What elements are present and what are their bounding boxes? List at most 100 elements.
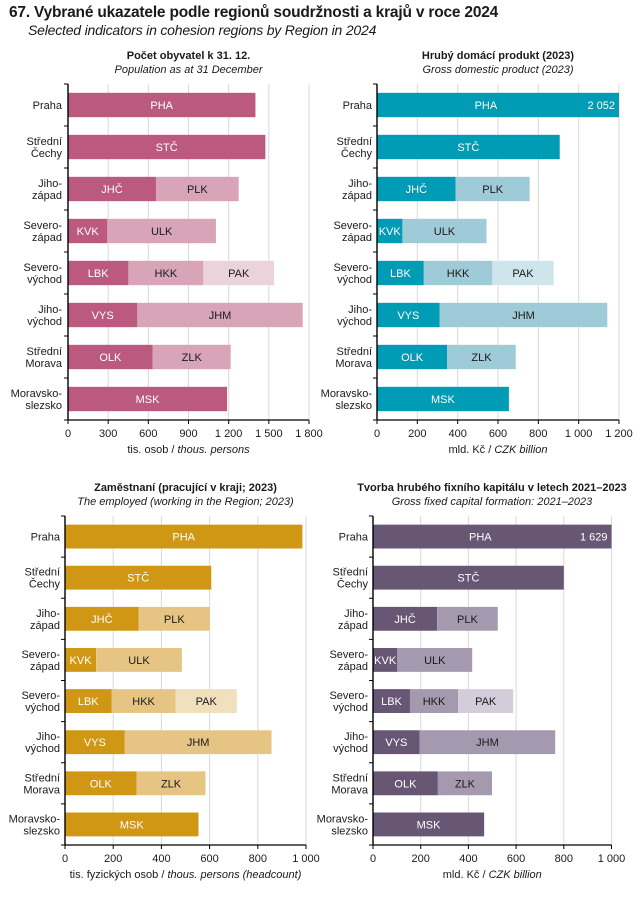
- category-label: západ: [30, 661, 60, 673]
- x-tick-label: 600: [507, 853, 525, 865]
- bar-row-0: PHA: [68, 92, 256, 118]
- bar-segment-lbk: [65, 689, 112, 713]
- category-label: západ: [338, 620, 368, 632]
- x-tick-label: 0: [374, 428, 380, 440]
- bar-segment-label: PLK: [164, 614, 185, 626]
- bar-row-2: JHČ PLK: [377, 176, 530, 202]
- bar-segment-label: ULK: [128, 655, 150, 667]
- bar-segment-ulk: [107, 218, 216, 244]
- bar-segment-label: VYS: [84, 737, 106, 749]
- bar-row-0: PHA 2 052: [377, 92, 619, 118]
- bar-row-7: MSK: [377, 386, 509, 412]
- bar-segment-label: KVK: [77, 226, 100, 238]
- bar-segment-zlk: [447, 344, 516, 370]
- bar-segment-label: KVK: [379, 226, 402, 238]
- x-tick-label: 600: [489, 428, 507, 440]
- bar-row-5: VYS JHM: [65, 730, 272, 755]
- bar-row-6: OLK ZLK: [65, 771, 206, 796]
- x-axis-title-en: CZK billion: [489, 869, 542, 881]
- x-axis-title-cs: mld. Kč /: [448, 444, 494, 456]
- chart-subtitle-employed: The employed (working in the Region; 202…: [77, 496, 294, 508]
- category-label: Severo-: [21, 649, 60, 661]
- category-label: Střední: [333, 567, 368, 579]
- category-label: Severo-: [23, 220, 62, 232]
- x-tick-label: 1 200: [215, 428, 243, 440]
- bar-segment-label: STČ: [127, 572, 149, 585]
- bar-segment-pha: [68, 92, 256, 118]
- category-label: Moravsko-: [9, 813, 61, 825]
- bar-segment-label: PLK: [457, 614, 478, 626]
- category-label: Střední: [337, 346, 372, 358]
- bar-row-1: STČ: [68, 134, 266, 160]
- category-label: Severo-: [333, 220, 372, 232]
- category-label: Jiho-: [348, 178, 372, 190]
- chart-subtitle-population: Population as at 31 December: [114, 64, 263, 76]
- x-tick-label: 400: [459, 853, 477, 865]
- bar-segment-pak: [175, 689, 237, 713]
- bar-segment-label: STČ: [156, 141, 178, 154]
- x-tick-label: 0: [65, 428, 71, 440]
- bar-segment-kvk: [373, 648, 398, 672]
- category-label: Střední: [333, 772, 368, 784]
- category-label: východ: [25, 702, 60, 714]
- category-label: Praha: [31, 532, 61, 544]
- bar-segment-label: PAK: [228, 268, 250, 280]
- x-tick-label: 0: [370, 853, 376, 865]
- bar-segment-label: JHM: [209, 310, 232, 322]
- bar-segment-label: ULK: [424, 655, 446, 667]
- bar-segment-olk: [373, 771, 438, 796]
- page-subtitle: Selected indicators in cohesion regions …: [28, 22, 377, 38]
- bar-segment-pak: [458, 689, 514, 713]
- bar-segment-pak: [203, 260, 275, 286]
- category-label: Čechy: [31, 147, 63, 160]
- category-label: východ: [27, 274, 62, 286]
- bar-segment-label: MSK: [417, 819, 442, 831]
- bar-segment-label: JHM: [476, 737, 499, 749]
- bar-row-7: MSK: [373, 812, 485, 837]
- bar-segment-label: VYS: [397, 310, 419, 322]
- chart-title-employed: Zaměstnaní (pracující v kraji; 2023): [94, 482, 277, 494]
- bar-segment-msk: [68, 386, 228, 412]
- bar-segment-zlk: [136, 771, 206, 796]
- bar-segment-label: OLK: [90, 778, 113, 790]
- category-label: východ: [337, 316, 372, 328]
- bar-segment-label: MSK: [431, 394, 456, 406]
- bar-row-1: STČ: [377, 134, 560, 160]
- bar-segment-label: HKK: [132, 696, 155, 708]
- x-axis-title: mld. Kč / CZK billion: [443, 869, 542, 881]
- bar-segment-lbk: [373, 689, 410, 713]
- bar-segment-label: STČ: [457, 141, 479, 154]
- x-tick-label: 400: [152, 853, 170, 865]
- bar-segment-plk: [155, 176, 239, 202]
- bar-row-7: MSK: [68, 386, 228, 412]
- category-label: Střední: [25, 772, 60, 784]
- bar-segment-kvk: [377, 218, 403, 244]
- bar-row-4: LBK HKK PAK: [65, 689, 237, 713]
- bar-segment-olk: [68, 344, 153, 370]
- bar-segment-pha: [377, 92, 619, 118]
- bar-segment-stč: [373, 565, 564, 590]
- category-label: Jiho-: [348, 304, 372, 316]
- bar-segment-jhm: [419, 730, 556, 755]
- bar-segment-ulk: [96, 648, 182, 672]
- bar-segment-label: HKK: [447, 268, 470, 280]
- x-tick-label: 200: [412, 853, 430, 865]
- category-label: Střední: [27, 346, 62, 358]
- bar-segment-vys: [373, 730, 420, 755]
- x-tick-label: 1 000: [565, 428, 593, 440]
- bar-segment-label: ZLK: [182, 352, 203, 364]
- x-tick-label: 600: [200, 853, 218, 865]
- category-label: slezsko: [23, 825, 60, 837]
- bar-segment-label: VYS: [385, 737, 407, 749]
- bar-row-5: VYS JHM: [68, 302, 303, 328]
- category-label: východ: [27, 316, 62, 328]
- category-label: Střední: [27, 136, 62, 148]
- bar-segment-hkk: [409, 689, 459, 713]
- bar-segment-kvk: [68, 218, 108, 244]
- chart-subtitle-gfcf: Gross fixed capital formation: 2021–2023: [391, 496, 593, 508]
- bar-segment-msk: [373, 812, 485, 837]
- category-label: slezsko: [25, 400, 62, 412]
- category-label: Čechy: [341, 147, 373, 160]
